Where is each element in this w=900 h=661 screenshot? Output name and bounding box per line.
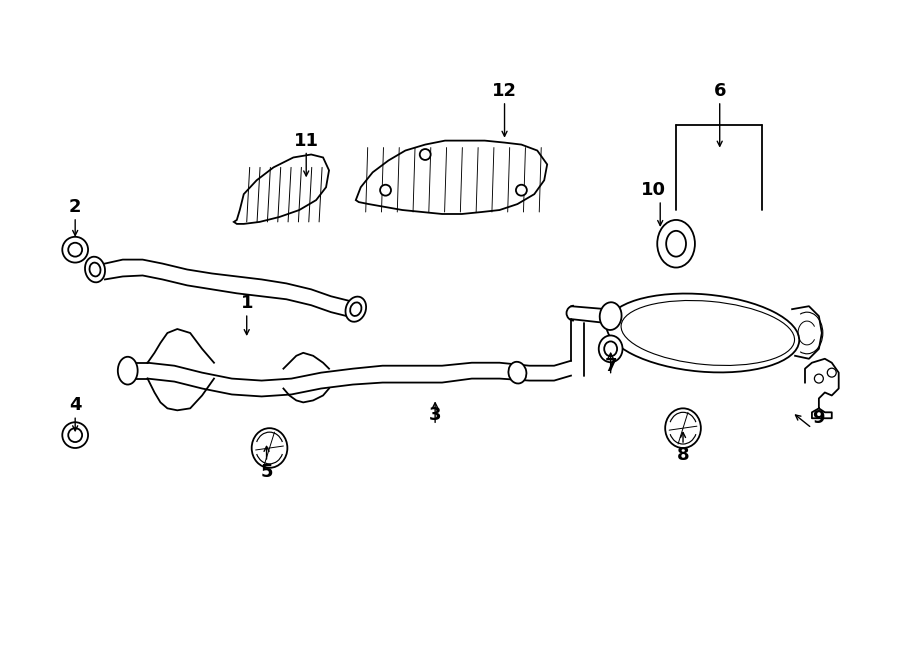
Polygon shape — [356, 141, 547, 214]
Ellipse shape — [827, 368, 836, 377]
Ellipse shape — [62, 237, 88, 262]
Ellipse shape — [657, 220, 695, 268]
Ellipse shape — [346, 297, 366, 322]
Text: 7: 7 — [605, 357, 617, 375]
Ellipse shape — [814, 374, 824, 383]
Ellipse shape — [380, 184, 391, 196]
Text: 2: 2 — [69, 198, 81, 216]
Text: 8: 8 — [677, 446, 689, 464]
Ellipse shape — [89, 262, 101, 276]
Ellipse shape — [508, 362, 526, 383]
Ellipse shape — [419, 149, 431, 160]
Ellipse shape — [666, 231, 686, 256]
Text: 11: 11 — [293, 132, 319, 149]
Ellipse shape — [118, 357, 138, 385]
Text: 1: 1 — [240, 294, 253, 312]
Ellipse shape — [516, 184, 526, 196]
Ellipse shape — [604, 342, 617, 356]
Ellipse shape — [85, 256, 105, 282]
Ellipse shape — [252, 428, 287, 468]
Ellipse shape — [598, 336, 623, 362]
Text: 6: 6 — [714, 82, 726, 100]
Text: 9: 9 — [813, 409, 825, 427]
Ellipse shape — [68, 243, 82, 256]
Ellipse shape — [621, 301, 795, 366]
Polygon shape — [234, 155, 329, 224]
Ellipse shape — [350, 302, 362, 316]
Ellipse shape — [665, 408, 701, 448]
Ellipse shape — [607, 293, 799, 372]
Text: 3: 3 — [429, 407, 441, 424]
Text: 10: 10 — [641, 181, 666, 199]
Text: 4: 4 — [69, 397, 81, 414]
Ellipse shape — [68, 428, 82, 442]
Ellipse shape — [62, 422, 88, 448]
Ellipse shape — [599, 302, 622, 330]
Text: 5: 5 — [260, 463, 273, 481]
Text: 12: 12 — [492, 82, 517, 100]
